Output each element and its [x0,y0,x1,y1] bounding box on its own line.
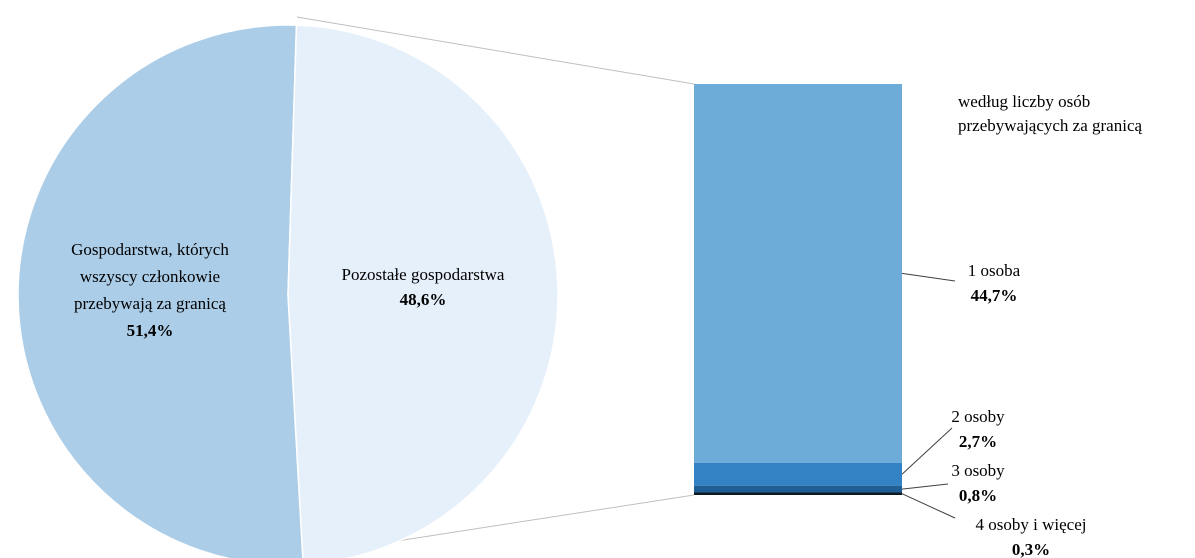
bar-segment-2 [694,485,902,493]
leader-line-0 [901,272,956,282]
bar-segment-2-value: 0,8% [959,486,997,505]
bar-segment-1-label: 2 osoby [951,407,1005,426]
bar-segment-3-value: 0,3% [1012,540,1050,558]
stacked-bar [694,84,902,495]
pie-slice-1 [287,24,559,558]
leader-line-1 [901,427,953,475]
pie-slice-1-label: Pozostałe gospodarstwa [342,265,505,284]
bar-segment-0-label: 1 osoba [968,261,1021,280]
pie-slice-0-value: 51,4% [127,321,174,340]
bar-title-line-2: przebywających za granicą [958,116,1142,135]
pie-slice-0 [17,24,304,558]
labels: Gospodarstwa, których wszyscy członkowie p… [71,92,1142,558]
bar-segment-1-value: 2,7% [959,432,997,451]
bar-segment-3-label: 4 osoby i więcej [976,515,1087,534]
bar-segment-3 [694,492,902,495]
pie-slice-1-value: 48,6% [400,290,447,309]
bar-segment-0 [694,84,902,463]
bar-segment-2-label: 3 osoby [951,461,1005,480]
leader-line-2 [901,483,949,490]
pie-slice-0-label: wszyscy członkowie [80,267,220,286]
bar-segment-0-value: 44,7% [971,286,1018,305]
pie-slice-0-label: przebywają za granicą [74,294,226,313]
connector-top [296,16,695,85]
pie [17,24,559,558]
leader-line-3 [901,493,956,519]
pie-slice-0-label: Gospodarstwa, których [71,240,229,259]
bar-segment-1 [694,462,902,486]
bar-title-line-1: według liczby osób [958,92,1090,111]
